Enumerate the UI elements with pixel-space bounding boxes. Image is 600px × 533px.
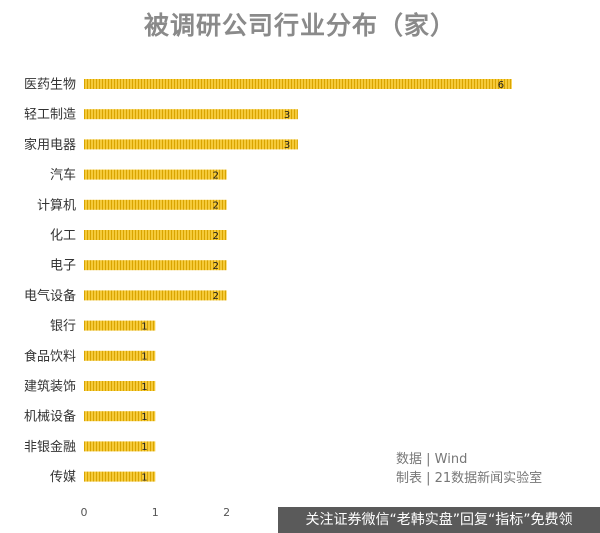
data-label: 2	[213, 291, 219, 302]
source-note: 数据 | Wind 制表 | 21数据新闻实验室	[396, 450, 542, 488]
data-label: 1	[141, 442, 147, 453]
x-tick-label: 0	[81, 506, 88, 519]
data-label: 3	[284, 140, 290, 151]
x-tick-label: 1	[152, 506, 159, 519]
category-label: 传媒	[50, 470, 76, 485]
bar	[84, 471, 156, 482]
data-label: 6	[498, 80, 504, 91]
bar	[84, 441, 156, 452]
bar	[84, 169, 227, 180]
bar	[84, 109, 298, 120]
bar	[84, 320, 156, 331]
bar	[84, 139, 298, 150]
data-label: 2	[213, 261, 219, 272]
category-label: 银行	[50, 319, 76, 334]
category-label: 机械设备	[24, 409, 76, 425]
category-label: 医药生物	[24, 78, 76, 93]
source-data-line: 数据 | Wind	[396, 452, 468, 467]
bar	[84, 260, 227, 271]
data-label: 2	[213, 170, 219, 181]
data-label: 1	[141, 321, 147, 332]
category-label: 建筑装饰	[24, 379, 76, 395]
watermark-banner: 关注证券微信“老韩实盘”回复“指标”免费领	[278, 507, 600, 533]
category-label: 家用电器	[24, 137, 76, 153]
category-label: 汽车	[50, 167, 76, 183]
bar	[84, 411, 156, 422]
chart-title: 被调研公司行业分布（家）	[143, 11, 456, 40]
data-label: 2	[213, 201, 219, 212]
bars-layer: 医药生物 6 轻工制造 3 家用电器 3 汽车 2 计算机 2 化工 2 电子 2 电气设备 2 银行 1 食品饮料…	[24, 78, 512, 485]
data-label: 1	[141, 472, 147, 483]
bar	[84, 230, 227, 240]
data-label: 2	[213, 231, 219, 242]
bar	[84, 79, 512, 89]
bar	[84, 381, 156, 391]
bar	[84, 350, 156, 361]
x-axis-ticks: 0 1 2	[81, 506, 231, 519]
bar	[84, 290, 227, 301]
category-label: 电气设备	[24, 288, 76, 304]
bar	[84, 199, 227, 210]
category-label: 非银金融	[24, 439, 76, 455]
source-author-line: 制表 | 21数据新闻实验室	[396, 471, 543, 486]
x-tick-label: 2	[223, 506, 230, 519]
category-label: 轻工制造	[24, 108, 76, 123]
category-label: 化工	[50, 229, 76, 244]
data-label: 1	[141, 352, 147, 363]
category-label: 电子	[50, 259, 76, 274]
data-label: 1	[141, 382, 147, 393]
data-label: 3	[284, 110, 290, 121]
data-label: 1	[141, 412, 147, 423]
category-label: 计算机	[37, 198, 76, 213]
category-label: 食品饮料	[24, 348, 76, 364]
